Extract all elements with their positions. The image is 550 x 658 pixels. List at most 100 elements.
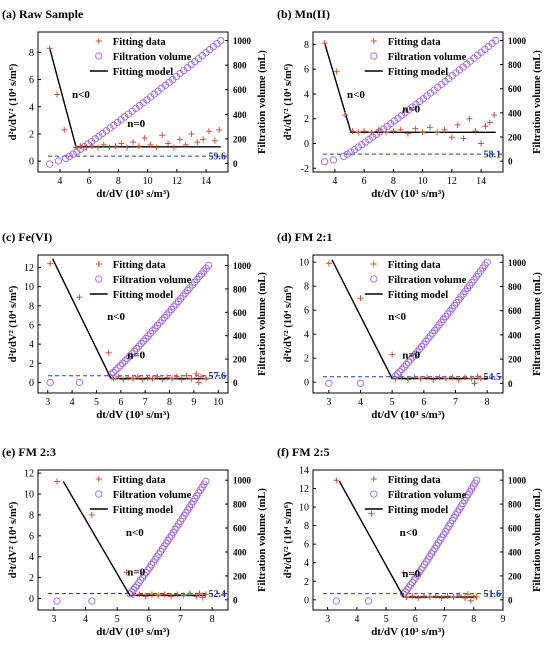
legend-symbol-fitting-data [95,38,102,44]
filtration-volume-point [492,36,500,45]
y-tick-label: 6 [304,65,309,76]
filtration-volume-point [393,370,402,378]
fitting-data-point [202,591,209,598]
filtration-volume-point [116,362,125,370]
dashed-reference-label: 54.5 [484,372,502,383]
x-tick-label: 7 [442,614,447,625]
filtration-volume-point [204,261,213,270]
filtration-volume-point [401,588,410,596]
fitting-data-point [130,592,136,599]
chart-panel-3: (d) FM 2:1 3 4 5 6 7 8 0 2 4 6 8 10 0 200 400 600 800 1000… [277,230,543,421]
filtration-volume-point [112,366,120,374]
fitting-data-point [135,143,142,150]
filtration-volume-point [202,477,210,486]
y-tick-label: 4 [304,330,309,341]
fitting-data-point [409,593,416,600]
fitting-data-point [125,374,132,381]
fitting-data-point [471,380,478,387]
legend: Fitting data Filtration volume Fitting mod… [364,475,467,516]
y2-axis-label: Filtration volume (mL) [257,50,268,154]
fitting-data-point [173,373,180,380]
filtration-volume-point [121,357,129,365]
fitting-data-point [73,144,79,151]
filtration-volume-point [329,156,338,164]
fitting-data-point [472,128,479,135]
filtration-volume-point [46,160,54,168]
annotation-n-negative: n<0 [107,311,125,323]
y2-tick-label: 0 [233,159,238,169]
fitting-data-point [47,260,54,267]
x-tick-label: 14 [201,176,211,187]
fitting-data-point [216,126,223,133]
filtration-volume-point [354,143,362,151]
annotation-n-zero: n=0 [402,568,420,580]
fitting-data-point [419,129,426,136]
fitting-data-point [482,123,489,130]
x-tick-label: 4 [83,614,88,625]
x-tick-label: 3 [325,614,330,625]
fitting-data-point [400,569,407,576]
x-tick-label: 5 [94,397,99,408]
y2-axis-label: Filtration volume (mL) [257,488,268,592]
x-axis-label: dt/dV (10³ s/m³) [96,626,170,638]
fitting-data-point [424,374,430,381]
fitting-data-point [412,125,419,132]
fitting-data-point [375,126,382,133]
fitting-data-point [139,376,146,383]
fitting-data-point [397,126,404,133]
filtration-volume-point [343,150,351,158]
y2-tick-label: 1000 [233,36,252,46]
fitting-data-point [477,375,484,382]
fitting-model-line [324,42,496,134]
legend: Fitting data Filtration volume Fitting mod… [89,260,192,301]
y2-tick-label: 800 [508,500,522,510]
y-tick-label: 10 [24,282,34,293]
legend-label-filtration-volume: Filtration volume [113,275,192,286]
filtration-volume-point [158,316,166,324]
fitting-data-point [100,141,107,148]
filtration-volume-point [125,352,134,360]
y2-tick-label: 400 [508,547,522,557]
x-tick-label: 3 [326,397,331,408]
x-tick-label: 6 [118,397,123,408]
y-tick-label: 6 [29,320,34,331]
fitting-data-point [194,139,201,146]
y-tick-label: 8 [304,521,309,532]
filtration-volume-point [411,350,419,359]
legend: Fitting data Filtration volume Fitting mod… [364,260,467,301]
filtration-volume-point [368,133,377,141]
panel-title: (f) FM 2:5 [277,445,330,459]
fitting-data-point [130,139,136,146]
fitting-data-point [462,374,468,381]
y-tick-label: 2 [304,114,309,125]
x-tick-label: 3 [45,397,50,408]
fitting-data-point [134,373,141,380]
filtration-volume-point [153,321,162,330]
legend-label-fitting-model: Fitting model [388,67,448,78]
legend-symbol-fitting-data [95,261,102,267]
fitting-data-point [187,590,193,597]
legend-label-fitting-model: Fitting model [113,67,173,78]
fitting-data-point [405,376,411,383]
legend-symbol-filtration-volume [370,275,378,283]
y2-tick-label: 200 [233,355,247,365]
fitting-data-point [89,143,96,150]
annotation-n-zero: n=0 [127,566,145,578]
y-tick-label: 4 [304,558,309,569]
y2-tick-label: 200 [508,133,522,143]
annotation-n-zero: n=0 [402,103,420,115]
legend-label-fitting-data: Fitting data [113,260,167,271]
fitting-data-point [178,376,185,383]
x-axis-label: dt/dV (10³ s/m³) [96,188,170,200]
y2-tick-label: 800 [508,60,522,70]
legend-symbol-filtration-volume [370,52,378,60]
fitting-data-point [486,119,493,126]
fitting-data-point [448,134,455,141]
fitting-data-point [474,373,481,380]
y-tick-label: 12 [24,263,34,274]
y2-tick-label: 600 [508,84,522,94]
fitting-data-point [333,68,340,75]
y-tick-label: 2 [304,354,309,365]
filtration-volume-point [406,355,415,364]
fitting-data-point [325,260,332,267]
